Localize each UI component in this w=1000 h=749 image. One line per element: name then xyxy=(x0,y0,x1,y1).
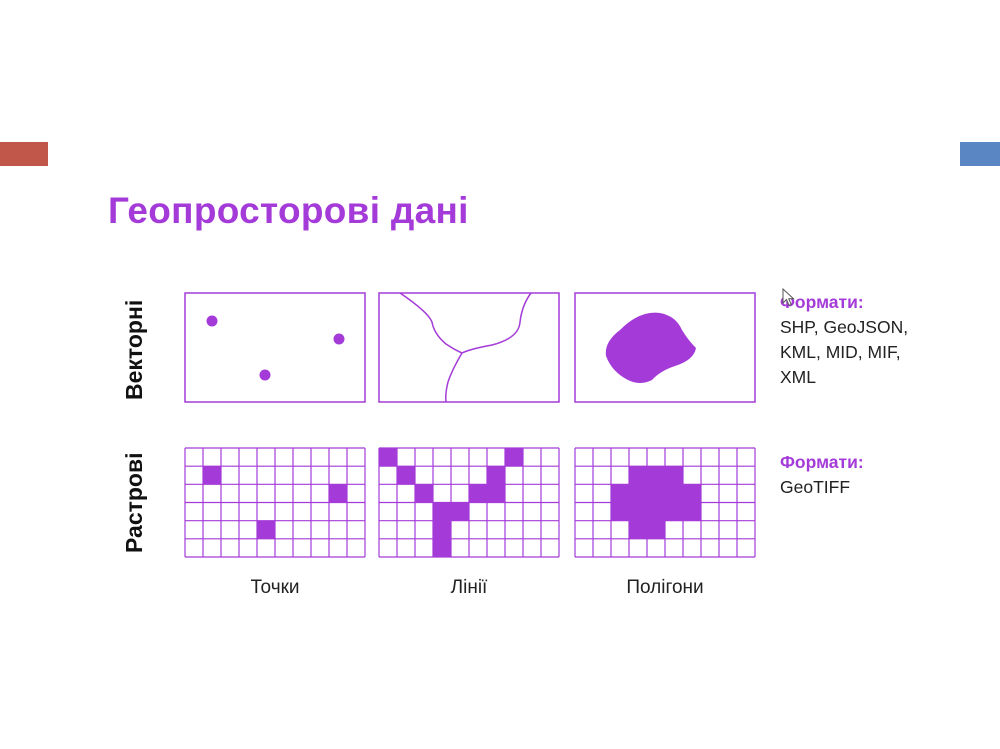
raster-formats: Формати: GeoTIFF xyxy=(780,450,940,500)
vector-point xyxy=(206,315,218,327)
raster-cell xyxy=(647,502,665,521)
raster-cell xyxy=(469,484,487,503)
raster-cell xyxy=(647,466,665,485)
vector-polygons-panel xyxy=(574,292,756,403)
raster-cell xyxy=(505,448,523,467)
mouse-pointer-icon xyxy=(782,288,795,307)
vector-line xyxy=(399,292,463,354)
raster-cell xyxy=(415,484,433,503)
raster-points-panel xyxy=(184,447,366,558)
vector-point xyxy=(333,333,345,345)
raster-cell xyxy=(629,502,647,521)
accent-bar-left xyxy=(0,142,48,166)
raster-cell xyxy=(665,466,683,485)
raster-cell xyxy=(665,484,683,503)
raster-formats-line: GeoTIFF xyxy=(780,477,851,497)
raster-cell xyxy=(487,466,505,485)
raster-cell xyxy=(433,538,451,557)
vector-points-panel xyxy=(184,292,366,403)
raster-cell xyxy=(379,448,397,467)
raster-lines-panel xyxy=(378,447,560,558)
column-label-lines: Лінії xyxy=(450,577,488,598)
accent-bar-right xyxy=(960,142,1000,166)
vector-formats: Формати: SHP, GeoJSON, KML, MID, MIF, XM… xyxy=(780,290,940,390)
raster-cell xyxy=(433,502,451,521)
raster-cell xyxy=(433,520,451,539)
raster-cell xyxy=(451,502,469,521)
raster-cell xyxy=(629,484,647,503)
vector-polygon xyxy=(605,312,696,383)
raster-polygons-panel xyxy=(574,447,756,558)
page-title: Геопросторові дані xyxy=(108,190,469,231)
raster-cell xyxy=(647,484,665,503)
raster-cell xyxy=(629,520,647,539)
column-label-polygons: Полігони xyxy=(626,577,704,598)
raster-cell xyxy=(487,484,505,503)
vector-lines-panel xyxy=(378,292,560,403)
vector-line xyxy=(445,352,463,403)
column-label-points: Точки xyxy=(250,577,300,598)
raster-cell xyxy=(203,466,221,485)
raster-cell xyxy=(257,520,275,539)
vector-formats-line: SHP, GeoJSON, xyxy=(780,317,909,337)
raster-cell xyxy=(397,466,415,485)
raster-cell xyxy=(683,502,701,521)
vector-formats-heading: Формати: xyxy=(780,292,864,312)
raster-formats-heading: Формати: xyxy=(780,452,864,472)
raster-cell xyxy=(683,484,701,503)
vector-formats-line: XML xyxy=(780,367,816,387)
vector-formats-line: KML, MID, MIF, xyxy=(780,342,901,362)
vector-point xyxy=(259,369,271,381)
raster-cell xyxy=(665,502,683,521)
raster-cell xyxy=(329,484,347,503)
raster-cell xyxy=(647,520,665,539)
raster-cell xyxy=(611,484,629,503)
raster-cell xyxy=(611,502,629,521)
raster-cell xyxy=(629,466,647,485)
vector-line xyxy=(461,292,532,354)
